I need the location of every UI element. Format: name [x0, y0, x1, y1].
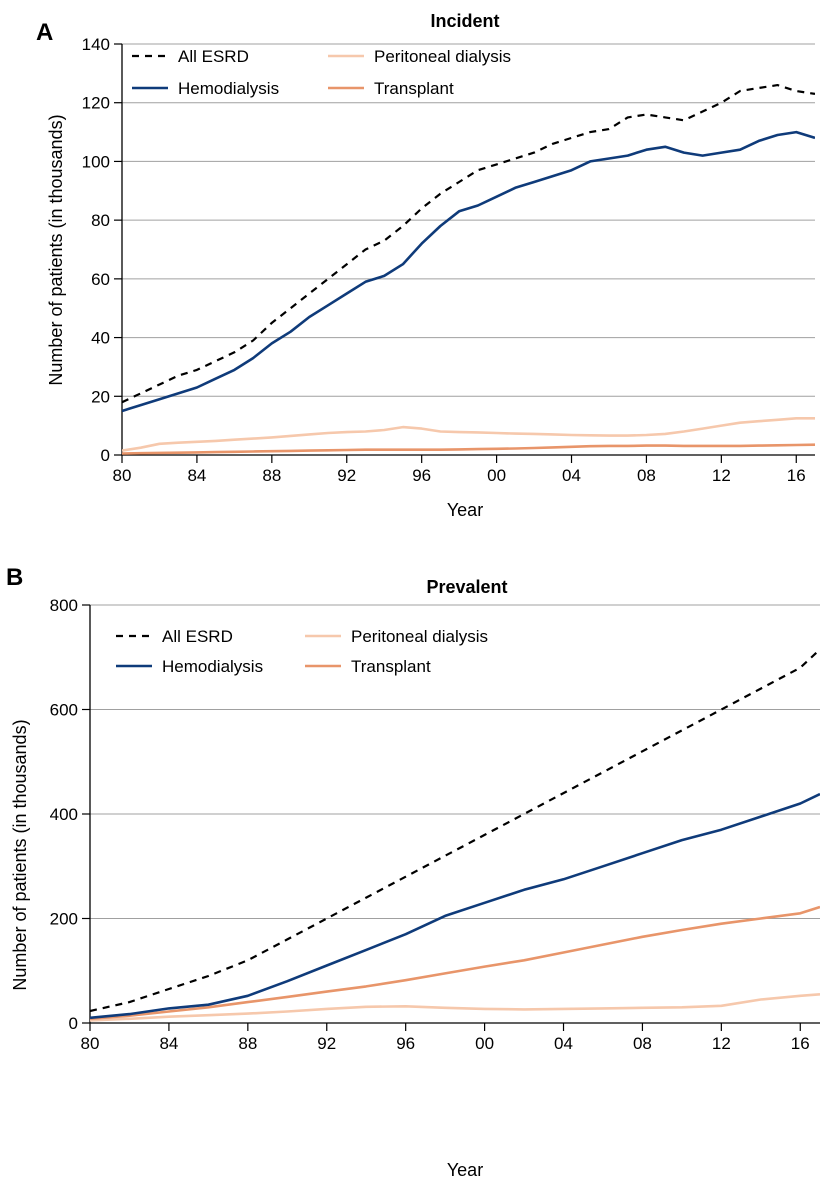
y-tick-label-a-140: 140 — [82, 35, 110, 54]
x-tick-label-b-0: 80 — [81, 1034, 100, 1053]
legend-label-a-all-esrd: All ESRD — [178, 47, 249, 66]
y-tick-label-a-80: 80 — [91, 211, 110, 230]
legend-label-a-peritoneal-dialysis: Peritoneal dialysis — [374, 47, 511, 66]
legend-label-b-all-esrd: All ESRD — [162, 627, 233, 646]
y-tick-label-b-600: 600 — [50, 701, 78, 720]
x-tick-label-a-9: 16 — [787, 466, 806, 485]
y-tick-label-b-400: 400 — [50, 805, 78, 824]
x-tick-label-a-5: 00 — [487, 466, 506, 485]
y-axis-label-b: Number of patients (in thousands) — [10, 719, 30, 990]
legend-label-a-hemodialysis: Hemodialysis — [178, 79, 279, 98]
panel-title-prevalent: Prevalent — [426, 577, 507, 597]
series-line-a-transplant — [122, 443, 815, 455]
y-tick-label-a-120: 120 — [82, 94, 110, 113]
x-tick-label-b-9: 16 — [791, 1034, 810, 1053]
x-tick-label-a-6: 04 — [562, 466, 581, 485]
y-tick-label-a-0: 0 — [101, 446, 110, 465]
y-tick-label-b-800: 800 — [50, 596, 78, 615]
x-tick-label-b-6: 04 — [554, 1034, 573, 1053]
x-tick-label-b-1: 84 — [159, 1034, 178, 1053]
x-tick-label-a-2: 88 — [262, 466, 281, 485]
x-axis-label-a: Year — [447, 500, 483, 520]
series-line-a-peritoneal-dialysis — [122, 416, 815, 452]
series-line-b-all-esrd — [90, 648, 820, 1013]
y-tick-label-a-100: 100 — [82, 152, 110, 171]
x-tick-label-a-0: 80 — [113, 466, 132, 485]
series-line-b-peritoneal-dialysis — [90, 993, 820, 1022]
x-tick-label-b-8: 12 — [712, 1034, 731, 1053]
x-axis-label-b: Year — [447, 1160, 483, 1180]
x-tick-label-a-8: 12 — [712, 466, 731, 485]
x-tick-label-b-4: 96 — [396, 1034, 415, 1053]
y-tick-label-a-60: 60 — [91, 270, 110, 289]
x-tick-label-b-2: 88 — [238, 1034, 257, 1053]
y-axis-label-a: Number of patients (in thousands) — [46, 114, 66, 385]
incident-chart: 0 20 40 60 80 100 120 140 80 84 88 92 96 00 04 08 12 16 Al… — [82, 35, 815, 485]
y-tick-label-a-20: 20 — [91, 387, 110, 406]
x-tick-label-b-7: 08 — [633, 1034, 652, 1053]
prevalent-chart: 0 200 400 600 800 80 84 88 92 96 00 04 08 12 16 All ESR… — [50, 596, 820, 1053]
series-line-a-all-esrd — [122, 83, 815, 404]
x-tick-label-b-3: 92 — [317, 1034, 336, 1053]
x-tick-label-a-4: 96 — [412, 466, 431, 485]
y-tick-label-a-40: 40 — [91, 329, 110, 348]
x-tick-label-a-1: 84 — [187, 466, 206, 485]
panel-letter-b: B — [6, 564, 23, 591]
legend-label-b-hemodialysis: Hemodialysis — [162, 657, 263, 676]
x-tick-label-a-3: 92 — [337, 466, 356, 485]
legend-label-a-transplant: Transplant — [374, 79, 454, 98]
x-tick-label-b-5: 00 — [475, 1034, 494, 1053]
legend-label-b-transplant: Transplant — [351, 657, 431, 676]
panel-title-incident: Incident — [430, 11, 499, 31]
y-tick-label-b-200: 200 — [50, 910, 78, 929]
series-line-b-transplant — [90, 905, 820, 1021]
panel-letter-a: A — [36, 19, 53, 46]
series-line-a-hemodialysis — [122, 130, 815, 413]
x-tick-label-a-7: 08 — [637, 466, 656, 485]
y-tick-label-b-0: 0 — [69, 1014, 78, 1033]
legend-label-b-peritoneal-dialysis: Peritoneal dialysis — [351, 627, 488, 646]
series-line-b-hemodialysis — [90, 792, 820, 1020]
